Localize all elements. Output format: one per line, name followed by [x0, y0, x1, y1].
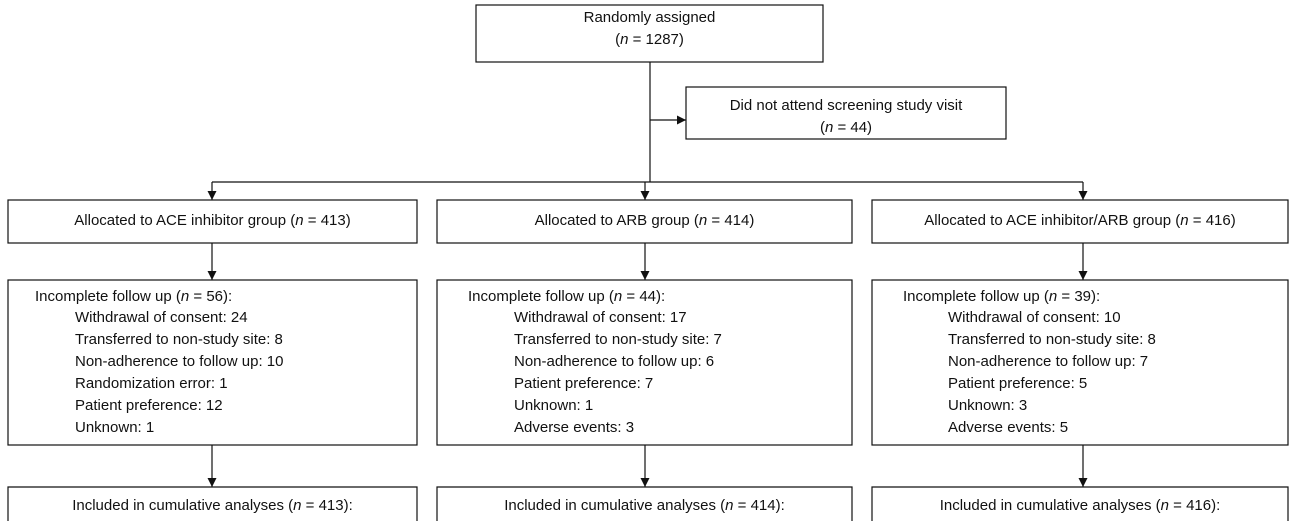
text-line: Included in cumulative analyses (n = 416…: [940, 497, 1221, 514]
text-line: Adverse events: 3: [514, 419, 634, 436]
text-part: Incomplete follow up (: [903, 288, 1049, 305]
text-part: = 44): [833, 119, 872, 136]
text-line: Incomplete follow up (n = 39):: [903, 288, 1100, 305]
text-line: Patient preference: 7: [514, 375, 653, 392]
text-line: Transferred to non-study site: 7: [514, 331, 722, 348]
text-part: Allocated to ARB group (: [535, 212, 699, 229]
node: [871, 486, 1289, 521]
text-part: = 44):: [622, 288, 665, 305]
text-part: = 414):: [734, 497, 785, 514]
text-part: (: [820, 119, 825, 136]
text-part: = 414): [707, 212, 754, 229]
italic-symbol: n: [620, 31, 628, 48]
box: [7, 199, 418, 244]
text-part: = 416):: [1169, 497, 1220, 514]
text-line: Allocated to ARB group (n = 414): [535, 212, 755, 229]
node: [436, 199, 853, 244]
text-line: Withdrawal of consent: 24: [75, 309, 248, 326]
italic-symbol: n: [1180, 212, 1188, 229]
text-line: Transferred to non-study site: 8: [75, 331, 283, 348]
box: [436, 486, 853, 521]
node: [871, 279, 1289, 446]
text-part: = 1287): [628, 31, 683, 48]
text-line: Non-adherence to follow up: 6: [514, 353, 714, 370]
italic-symbol: n: [295, 212, 303, 229]
box: [871, 486, 1289, 521]
text-part: = 56):: [189, 288, 232, 305]
node: [7, 279, 418, 446]
node: [436, 279, 853, 446]
italic-symbol: n: [699, 212, 707, 229]
text-part: Allocated to ACE inhibitor group (: [74, 212, 295, 229]
text-line: Unknown: 1: [75, 419, 154, 436]
italic-symbol: n: [181, 288, 189, 305]
text-line: (n = 44): [820, 119, 872, 136]
italic-symbol: n: [614, 288, 622, 305]
italic-symbol: n: [1049, 288, 1057, 305]
text-part: Included in cumulative analyses (: [504, 497, 725, 514]
text-part: Allocated to ACE inhibitor/ARB group (: [924, 212, 1180, 229]
text-line: Withdrawal of consent: 10: [948, 309, 1121, 326]
text-part: = 39):: [1057, 288, 1100, 305]
box: [436, 279, 853, 446]
text-part: Included in cumulative analyses (: [72, 497, 293, 514]
text-line: Randomly assigned: [584, 9, 716, 26]
text-part: Incomplete follow up (: [468, 288, 614, 305]
text-line: Non-adherence to follow up: 10: [75, 353, 283, 370]
box: [7, 486, 418, 521]
node: [685, 86, 1007, 140]
text-line: Patient preference: 5: [948, 375, 1087, 392]
text-line: Unknown: 3: [948, 397, 1027, 414]
italic-symbol: n: [1161, 497, 1169, 514]
text-line: Incomplete follow up (n = 44):: [468, 288, 665, 305]
text-line: Allocated to ACE inhibitor/ARB group (n …: [924, 212, 1235, 229]
text-part: Included in cumulative analyses (: [940, 497, 1161, 514]
text-line: Patient preference: 12: [75, 397, 223, 414]
text-part: = 413):: [302, 497, 353, 514]
node: [871, 199, 1289, 244]
text-part: Incomplete follow up (: [35, 288, 181, 305]
node: [7, 486, 418, 521]
text-line: Randomization error: 1: [75, 375, 228, 392]
text-line: Unknown: 1: [514, 397, 593, 414]
box: [871, 199, 1289, 244]
box: [7, 279, 418, 446]
text-part: = 413): [304, 212, 351, 229]
text-line: Included in cumulative analyses (n = 413…: [72, 497, 353, 514]
connectors: [207, 62, 1088, 487]
text-line: Non-adherence to follow up: 7: [948, 353, 1148, 370]
node: [436, 486, 853, 521]
node: [475, 4, 824, 63]
text-line: Withdrawal of consent: 17: [514, 309, 687, 326]
box: [475, 4, 824, 63]
text-part: = 416): [1189, 212, 1236, 229]
text-part: (: [615, 31, 620, 48]
text-line: Adverse events: 5: [948, 419, 1068, 436]
text-line: Incomplete follow up (n = 56):: [35, 288, 232, 305]
text-line: Included in cumulative analyses (n = 414…: [504, 497, 785, 514]
italic-symbol: n: [825, 119, 833, 136]
text-line: Allocated to ACE inhibitor group (n = 41…: [74, 212, 350, 229]
italic-symbol: n: [293, 497, 301, 514]
italic-symbol: n: [725, 497, 733, 514]
box: [871, 279, 1289, 446]
text-line: Transferred to non-study site: 8: [948, 331, 1156, 348]
node: [7, 199, 418, 244]
text-line: Did not attend screening study visit: [730, 97, 963, 114]
text-line: (n = 1287): [615, 31, 684, 48]
box: [685, 86, 1007, 140]
box: [436, 199, 853, 244]
